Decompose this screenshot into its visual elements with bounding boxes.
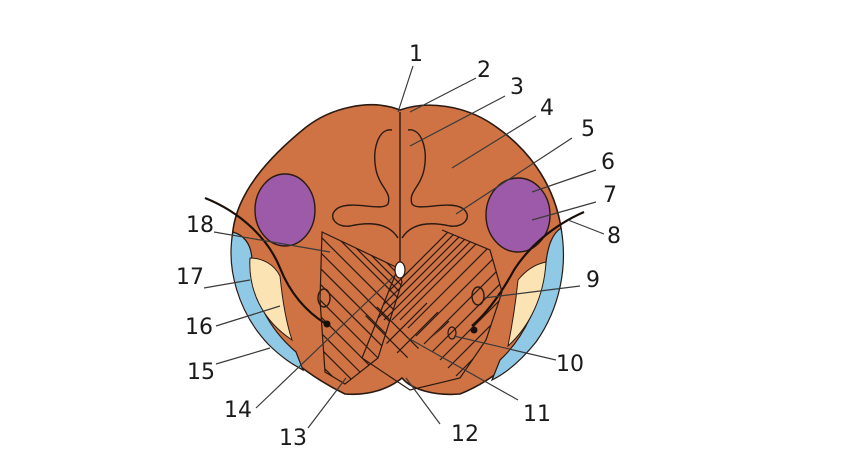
label-12: 12 <box>451 422 479 447</box>
left-purple-nucleus <box>254 173 316 247</box>
left-small-nucleus <box>317 288 331 308</box>
label-1: 1 <box>409 42 423 67</box>
label-2: 2 <box>477 58 491 83</box>
left-dot-nucleus <box>323 320 331 328</box>
leader-lines <box>203 65 605 429</box>
cord-section <box>231 104 564 396</box>
label-7: 7 <box>603 183 617 208</box>
label-17: 17 <box>176 265 204 290</box>
right-ventral-small-nucleus <box>447 326 457 340</box>
label-4: 4 <box>540 96 554 121</box>
label-15: 15 <box>187 360 215 385</box>
central-canal <box>394 261 406 279</box>
right-fiber-curve <box>471 210 585 327</box>
label-group: 1 2 3 4 5 6 7 8 9 10 11 12 13 14 15 16 1… <box>176 42 621 451</box>
right-dot-nucleus <box>470 326 478 334</box>
label-3: 3 <box>510 75 524 100</box>
label-9: 9 <box>586 268 600 293</box>
label-14: 14 <box>224 398 252 423</box>
label-11: 11 <box>523 402 551 427</box>
left-blue-region <box>230 231 305 372</box>
right-cream-region <box>507 261 547 348</box>
label-8: 8 <box>607 224 621 249</box>
left-cream-region <box>249 257 293 342</box>
label-13: 13 <box>279 426 307 451</box>
label-16: 16 <box>185 315 213 340</box>
label-5: 5 <box>581 117 595 142</box>
left-fiber-curve <box>204 196 327 325</box>
label-18: 18 <box>186 213 214 238</box>
label-10: 10 <box>556 352 584 377</box>
posterior-median-structures <box>332 112 468 268</box>
label-6: 6 <box>601 150 615 175</box>
right-small-nucleus <box>471 286 485 306</box>
